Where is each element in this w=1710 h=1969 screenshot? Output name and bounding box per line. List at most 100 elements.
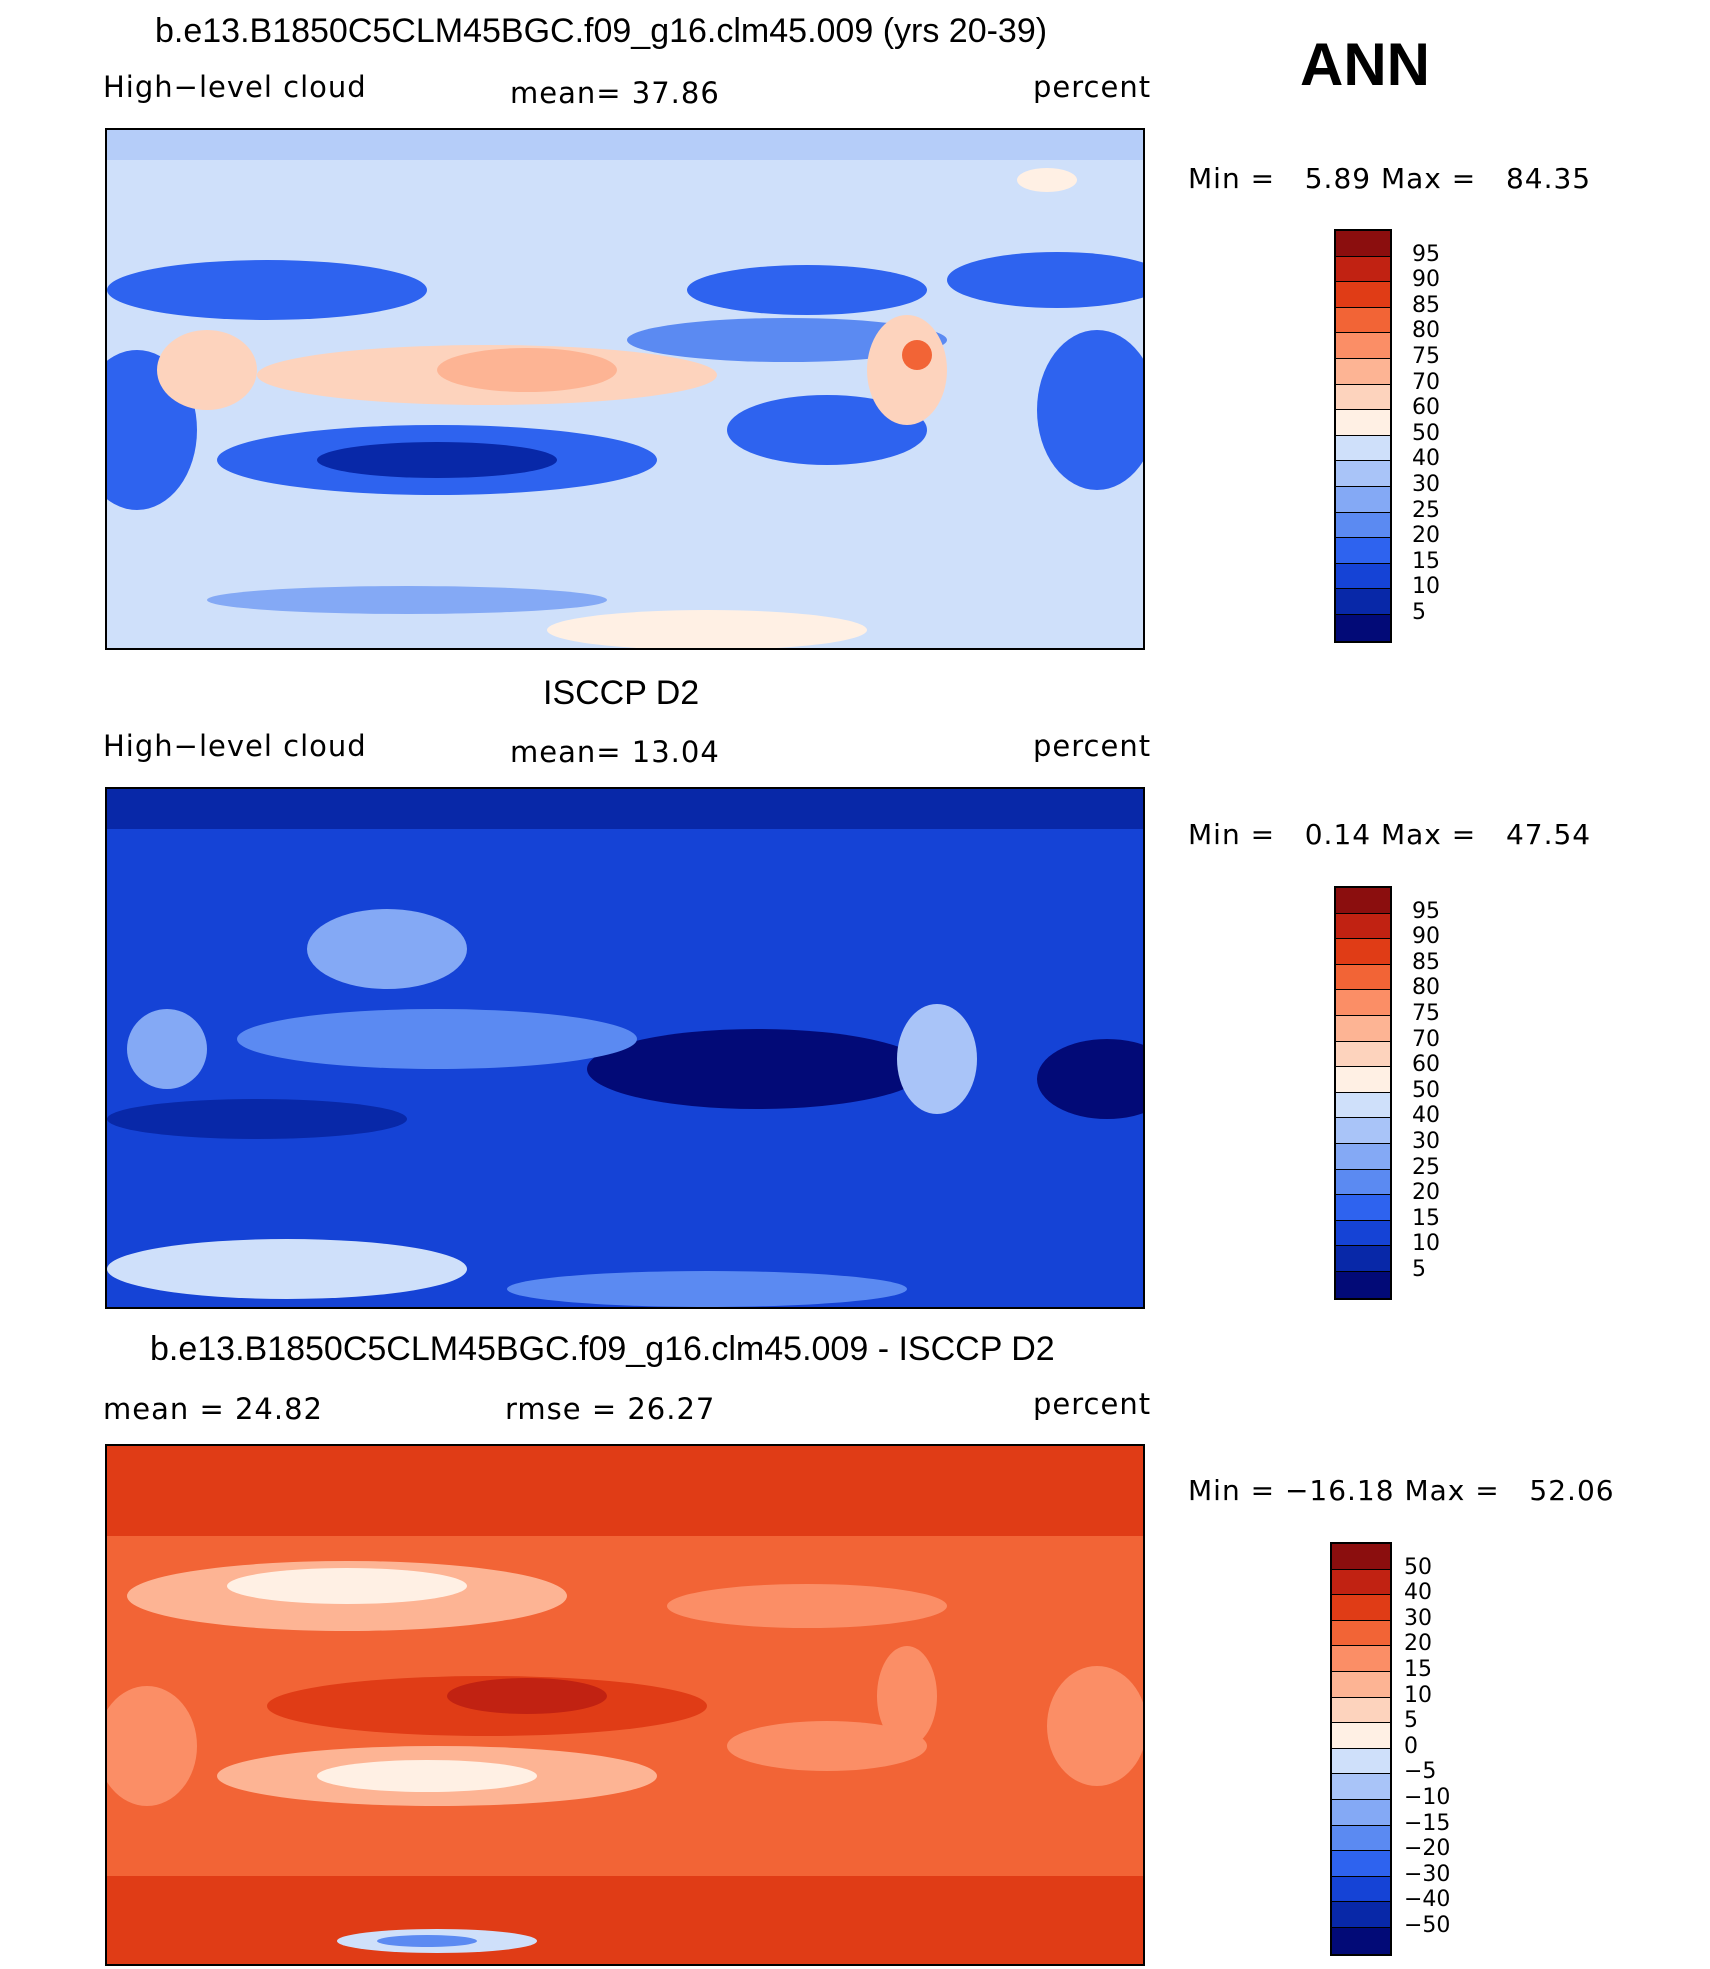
colorbar-tick-label: 25 <box>1412 1154 1440 1180</box>
colorbar-tick-label: 10 <box>1412 574 1440 600</box>
panel-3-title: b.e13.B1850C5CLM45BGC.f09_g16.clm45.009 … <box>150 1330 1055 1368</box>
panel-2-left-label: High−level cloud <box>103 729 367 763</box>
colorbar-tick-label: 85 <box>1412 949 1440 975</box>
colorbar-swatch <box>1336 1271 1390 1298</box>
colorbar-swatch <box>1336 538 1390 564</box>
colorbar-swatch <box>1336 614 1390 641</box>
colorbar-tick-label: −30 <box>1404 1861 1451 1887</box>
panel-2-field <box>107 789 1143 1307</box>
colorbar-swatch <box>1336 358 1390 385</box>
colorbar-swatch <box>1336 333 1390 359</box>
colorbar-swatch <box>1332 1569 1390 1596</box>
colorbar-swatch <box>1332 1595 1390 1621</box>
colorbar-swatch <box>1336 282 1390 308</box>
colorbar-tick-label: 20 <box>1412 523 1440 549</box>
colorbar-swatch <box>1336 435 1390 462</box>
colorbar-swatch <box>1332 1748 1390 1775</box>
colorbar-tick-label: 20 <box>1412 1180 1440 1206</box>
panel-2-title: ISCCP D2 <box>543 674 700 712</box>
panel-3-minmax: Min = −16.18 Max = 52.06 <box>1188 1474 1615 1507</box>
colorbar-swatch <box>1336 256 1390 283</box>
colorbar-tick-label: −40 <box>1404 1887 1451 1913</box>
colorbar-tick-label: 30 <box>1404 1605 1432 1631</box>
colorbar-tick-label: 15 <box>1412 1205 1440 1231</box>
colorbar-swatch <box>1336 307 1390 334</box>
panel-3-mean: mean = 24.82 <box>103 1392 323 1426</box>
panel-1-units: percent <box>1033 70 1152 104</box>
colorbar-swatch <box>1332 1902 1390 1928</box>
colorbar-swatch <box>1332 1620 1390 1647</box>
colorbar-tick-label: −5 <box>1404 1759 1437 1785</box>
colorbar-swatch <box>1336 1118 1390 1144</box>
colorbar-swatch <box>1332 1544 1390 1570</box>
panel-2-mean: mean= 13.04 <box>510 735 720 769</box>
colorbar-tick-label: 5 <box>1412 1257 1426 1282</box>
colorbar-swatch <box>1336 486 1390 513</box>
season-label: ANN <box>1300 31 1430 98</box>
colorbar-tick-label: 95 <box>1412 898 1440 924</box>
panel-1-minmax: Min = 5.89 Max = 84.35 <box>1188 162 1592 195</box>
panel-1-mean: mean= 37.86 <box>510 76 720 110</box>
panel-2-units: percent <box>1033 729 1152 763</box>
colorbar-swatch <box>1332 1774 1390 1800</box>
colorbar-tick-label: 40 <box>1404 1580 1432 1606</box>
colorbar-swatch <box>1336 1092 1390 1119</box>
colorbar-tick-label: 50 <box>1412 1077 1440 1103</box>
panel-1-field <box>107 130 1143 648</box>
colorbar-tick-label: 85 <box>1412 292 1440 318</box>
colorbar-swatch <box>1332 1799 1390 1826</box>
colorbar-tick-label: 90 <box>1412 924 1440 950</box>
panel-3-map <box>105 1444 1145 1966</box>
colorbar-swatch <box>1332 1851 1390 1877</box>
colorbar-tick-label: 60 <box>1412 1052 1440 1078</box>
colorbar-swatch <box>1336 913 1390 940</box>
colorbar-tick-label: 60 <box>1412 395 1440 421</box>
colorbar-swatch <box>1332 1671 1390 1698</box>
colorbar-tick-label: 80 <box>1412 318 1440 344</box>
colorbar-swatch <box>1336 1195 1390 1221</box>
colorbar-swatch <box>1336 939 1390 965</box>
colorbar-tick-label: 50 <box>1404 1554 1432 1580</box>
colorbar-tick-label: 40 <box>1412 1103 1440 1129</box>
colorbar-swatch <box>1332 1723 1390 1749</box>
colorbar-swatch <box>1332 1646 1390 1672</box>
colorbar-swatch <box>1336 410 1390 436</box>
colorbar-tick-label: 30 <box>1412 1129 1440 1154</box>
colorbar-tick-label: 40 <box>1412 446 1440 472</box>
colorbar-tick-label: 80 <box>1412 975 1440 1001</box>
colorbar-tick-label: 5 <box>1412 600 1426 625</box>
colorbar-tick-label: 30 <box>1412 472 1440 497</box>
panel-3-units: percent <box>1033 1387 1152 1421</box>
colorbar-swatch <box>1336 1015 1390 1042</box>
colorbar-tick-label: 5 <box>1404 1708 1418 1734</box>
colorbar-swatch <box>1336 1041 1390 1068</box>
panel-2-map <box>105 787 1145 1309</box>
colorbar-tick-label: 20 <box>1404 1631 1432 1657</box>
colorbar-swatch <box>1336 888 1390 914</box>
colorbar-swatch <box>1336 1143 1390 1170</box>
colorbar-tick-label: 15 <box>1404 1657 1432 1682</box>
colorbar-swatch <box>1336 1169 1390 1196</box>
colorbar-tick-label: 70 <box>1412 369 1440 395</box>
panel-2-minmax: Min = 0.14 Max = 47.54 <box>1188 818 1592 851</box>
colorbar-swatch <box>1332 1697 1390 1724</box>
colorbar-tick-label: −50 <box>1404 1913 1451 1938</box>
colorbar-tick-label: 90 <box>1412 267 1440 293</box>
colorbar-tick-label: 75 <box>1412 1001 1440 1026</box>
colorbar-tick-label: 75 <box>1412 344 1440 369</box>
panel-3-colorbar <box>1330 1542 1392 1956</box>
panel-1-title: b.e13.B1850C5CLM45BGC.f09_g16.clm45.009 … <box>155 12 1048 50</box>
colorbar-swatch <box>1332 1927 1390 1954</box>
panel-3-rmse: rmse = 26.27 <box>505 1392 716 1426</box>
colorbar-swatch <box>1332 1825 1390 1852</box>
colorbar-swatch <box>1336 1220 1390 1247</box>
panel-1-left-label: High−level cloud <box>103 70 367 104</box>
colorbar-tick-label: 15 <box>1412 548 1440 574</box>
colorbar-swatch <box>1336 512 1390 539</box>
colorbar-tick-label: −10 <box>1404 1785 1451 1810</box>
panel-1-colorbar <box>1334 229 1392 643</box>
colorbar-tick-label: 25 <box>1412 497 1440 523</box>
colorbar-swatch <box>1336 384 1390 411</box>
colorbar-tick-label: 10 <box>1412 1231 1440 1257</box>
panel-3-field <box>107 1446 1143 1964</box>
